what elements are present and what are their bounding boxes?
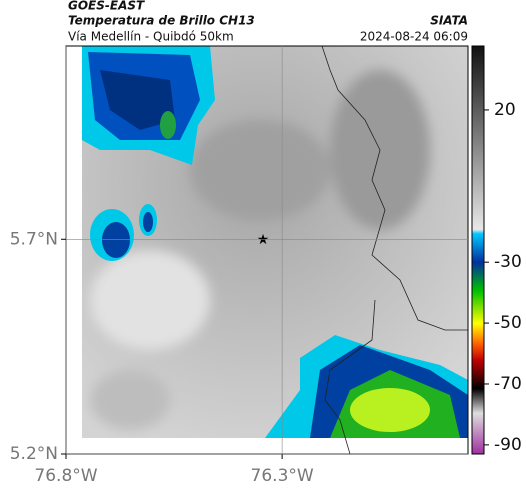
satellite-image bbox=[82, 46, 468, 438]
x-tick-label: 76.3°W bbox=[251, 466, 314, 486]
colorbar bbox=[471, 45, 485, 455]
y-tick-label: 5.7°N bbox=[10, 229, 58, 249]
satellite: GOES-EAST bbox=[68, 0, 145, 13]
city-marker: ★ bbox=[257, 232, 270, 248]
colorbar-tick-label: 20 bbox=[494, 100, 516, 120]
colorbar-tick-label: -50 bbox=[494, 313, 522, 333]
y-tick-label: 5.2°N bbox=[10, 444, 58, 464]
borders bbox=[321, 45, 468, 455]
colorbar-tick-label: -30 bbox=[494, 252, 522, 272]
datetime: 2024-08-24 06:09 bbox=[360, 30, 468, 44]
route: Vía Medellín - Quibdó 50km bbox=[68, 30, 234, 44]
colorbar-tick-label: -70 bbox=[494, 374, 522, 394]
product: Temperatura de Brillo CH13 bbox=[68, 14, 255, 28]
x-tick-label: 76.8°W bbox=[34, 466, 97, 486]
colorbar-tick-label: -90 bbox=[494, 435, 522, 455]
source: SIATA bbox=[430, 14, 468, 28]
